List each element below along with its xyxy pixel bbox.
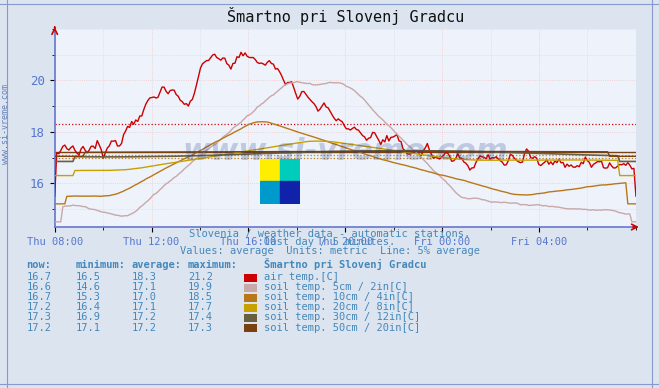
Text: soil temp. 30cm / 12in[C]: soil temp. 30cm / 12in[C]	[264, 312, 420, 322]
Text: soil temp. 50cm / 20in[C]: soil temp. 50cm / 20in[C]	[264, 322, 420, 333]
Text: 15.3: 15.3	[76, 292, 101, 302]
Text: www.si-vreme.com: www.si-vreme.com	[1, 84, 10, 164]
Bar	[280, 159, 300, 182]
Text: soil temp. 5cm / 2in[C]: soil temp. 5cm / 2in[C]	[264, 282, 407, 292]
Text: 17.2: 17.2	[132, 322, 157, 333]
Text: 17.1: 17.1	[76, 322, 101, 333]
Text: 17.2: 17.2	[26, 302, 51, 312]
Text: 17.1: 17.1	[132, 282, 157, 292]
Text: 16.7: 16.7	[26, 272, 51, 282]
Bar	[260, 182, 280, 204]
Text: air temp.[C]: air temp.[C]	[264, 272, 339, 282]
Text: Values: average  Units: metric  Line: 5% average: Values: average Units: metric Line: 5% a…	[179, 246, 480, 256]
Text: now:: now:	[26, 260, 51, 270]
Text: last day / 5 minutes.: last day / 5 minutes.	[264, 237, 395, 247]
Bar	[280, 182, 300, 204]
Text: 17.4: 17.4	[188, 312, 213, 322]
Text: 16.5: 16.5	[76, 272, 101, 282]
Text: maximum:: maximum:	[188, 260, 238, 270]
Text: 19.9: 19.9	[188, 282, 213, 292]
Text: www.si-vreme.com: www.si-vreme.com	[183, 137, 508, 166]
Text: average:: average:	[132, 260, 182, 270]
Text: Šmartno pri Slovenj Gradcu: Šmartno pri Slovenj Gradcu	[264, 258, 426, 270]
Text: minimum:: minimum:	[76, 260, 126, 270]
Text: 21.2: 21.2	[188, 272, 213, 282]
Text: 14.6: 14.6	[76, 282, 101, 292]
Text: 16.4: 16.4	[76, 302, 101, 312]
Text: 17.0: 17.0	[132, 292, 157, 302]
Text: soil temp. 10cm / 4in[C]: soil temp. 10cm / 4in[C]	[264, 292, 414, 302]
Text: 17.3: 17.3	[188, 322, 213, 333]
Text: 18.3: 18.3	[132, 272, 157, 282]
Text: 17.2: 17.2	[132, 312, 157, 322]
Text: 16.9: 16.9	[76, 312, 101, 322]
Text: 16.7: 16.7	[26, 292, 51, 302]
Text: 18.5: 18.5	[188, 292, 213, 302]
Text: 17.3: 17.3	[26, 312, 51, 322]
Text: 17.1: 17.1	[132, 302, 157, 312]
Text: soil temp. 20cm / 8in[C]: soil temp. 20cm / 8in[C]	[264, 302, 414, 312]
Bar	[260, 159, 280, 182]
Text: Slovenia / weather data - automatic stations.: Slovenia / weather data - automatic stat…	[189, 229, 470, 239]
Title: Šmartno pri Slovenj Gradcu: Šmartno pri Slovenj Gradcu	[227, 7, 464, 25]
Text: 17.2: 17.2	[26, 322, 51, 333]
Text: 17.7: 17.7	[188, 302, 213, 312]
Text: 16.6: 16.6	[26, 282, 51, 292]
